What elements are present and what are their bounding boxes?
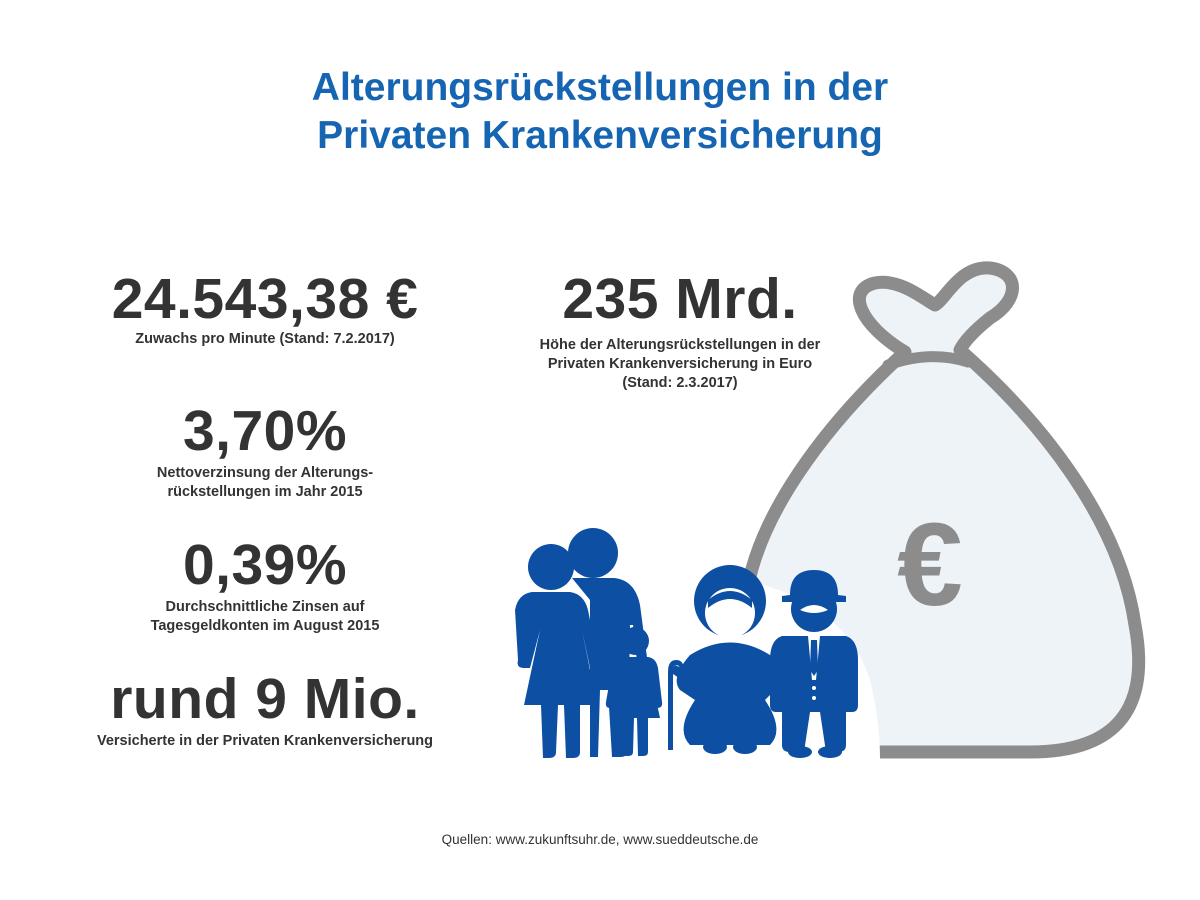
stat-label-line: Höhe der Alterungsrückstellungen in der	[539, 337, 821, 353]
grandmother-icon	[670, 565, 784, 754]
stat-net-interest: 3,70% Nettoverzinsung der Alterungs- rüc…	[60, 400, 470, 502]
walking-cane-icon	[668, 660, 684, 750]
child-icon	[605, 627, 663, 756]
stat-insured-persons: rund 9 Mio. Versicherte in der Privaten …	[60, 668, 470, 751]
family-icon	[515, 528, 858, 758]
source-note: Quellen: www.zukunftsuhr.de, www.sueddeu…	[441, 832, 759, 847]
stat-average-interest: 0,39% Durchschnittliche Zinsen auf Tages…	[60, 534, 470, 636]
stat-label-line: Tagesgeldkonten im August 2015	[150, 618, 380, 634]
stat-value: 0,39%	[182, 533, 348, 597]
stat-label-line: Durchschnittliche Zinsen auf	[165, 599, 365, 615]
euro-symbol: €	[897, 499, 963, 631]
man-icon	[568, 528, 651, 757]
stat-label-line: Privaten Krankenversicherung in Euro	[547, 356, 813, 372]
stat-label: Versicherte in der Privaten Krankenversi…	[96, 733, 434, 749]
stat-growth-per-minute: 24.543,38 € Zuwachs pro Minute (Stand: 7…	[60, 268, 470, 349]
stat-value: 235 Mrd.	[562, 267, 798, 331]
stat-value: rund 9 Mio.	[110, 667, 420, 731]
grandfather-icon	[770, 570, 858, 758]
stat-label-line: (Stand: 2.3.2017)	[622, 375, 738, 391]
stat-label-line: Nettoverzinsung der Alterungs-	[156, 465, 374, 481]
stat-total-reserves: 235 Mrd. Höhe der Alterungsrückstellunge…	[440, 268, 920, 393]
page-title-line-1: Alterungsrückstellungen in der	[311, 66, 889, 109]
stat-label-line: rückstellungen im Jahr 2015	[167, 484, 363, 500]
stat-label: Höhe der Alterungsrückstellungen in der …	[440, 336, 920, 393]
stat-value: 3,70%	[182, 399, 348, 463]
stat-label: Nettoverzinsung der Alterungs- rückstell…	[60, 464, 470, 502]
page-title-line-2: Privaten Krankenversicherung	[317, 114, 883, 157]
page-title: Alterungsrückstellungen in der Privaten …	[0, 64, 1200, 160]
stat-label: Zuwachs pro Minute (Stand: 7.2.2017)	[135, 331, 395, 347]
stat-value: 24.543,38 €	[111, 267, 419, 331]
stat-label: Durchschnittliche Zinsen auf Tagesgeldko…	[60, 598, 470, 636]
woman-icon	[515, 544, 599, 758]
